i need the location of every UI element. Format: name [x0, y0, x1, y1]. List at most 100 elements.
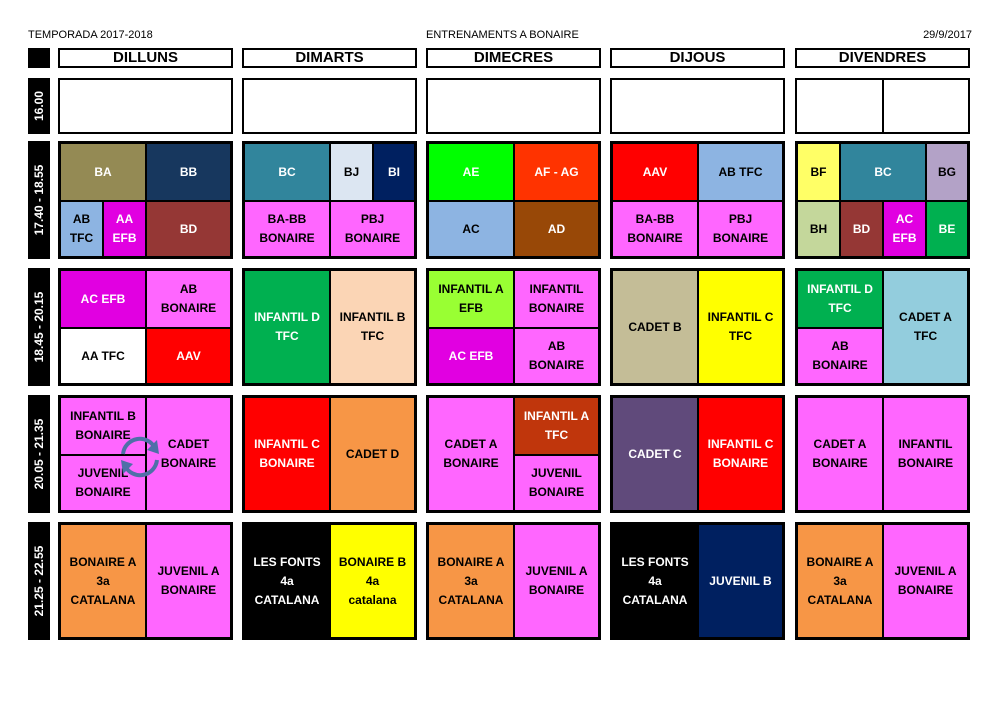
slot-2125-dijous: LES FONTS 4a CATALANA JUVENIL B [610, 522, 785, 640]
session-block: BONAIRE A 3a CATALANA [60, 524, 146, 638]
day-header-dijous: DIJOUS [610, 48, 785, 68]
time-slot-4: 21.25 - 22.55 [28, 522, 50, 640]
slot-divider [882, 80, 884, 132]
slot-1845-dijous: CADET B INFANTIL C TFC [610, 268, 785, 386]
slot-1740-dimarts: BC BJ BI BA-BB BONAIRE PBJ BONAIRE [242, 141, 417, 259]
session-block: INFANTIL A TFC [514, 397, 599, 455]
session-block: LES FONTS 4a CATALANA [244, 524, 330, 638]
header-corner [28, 48, 50, 68]
session-block: JUVENIL BONAIRE [514, 455, 599, 511]
session-block: AE [428, 143, 514, 201]
session-block: AB TFC [698, 143, 783, 201]
session-block: CADET C [612, 397, 698, 511]
session-block: BA-BB BONAIRE [612, 201, 698, 257]
session-block: BC [244, 143, 330, 201]
session-block: INFANTIL D TFC [797, 270, 883, 328]
session-block: PBJ BONAIRE [330, 201, 415, 257]
time-slot-label: 20.05 - 21.35 [32, 418, 46, 490]
session-block: BE [926, 201, 968, 257]
session-block: INFANTIL D TFC [244, 270, 330, 384]
slot-1740-divendres: BF BC BG BH BD AC EFB BE [795, 141, 970, 259]
session-block: INFANTIL C BONAIRE [244, 397, 330, 511]
slot-16-dilluns [58, 78, 233, 134]
day-header-dimecres: DIMECRES [426, 48, 601, 68]
session-block: JUVENIL A BONAIRE [514, 524, 599, 638]
day-header-dilluns: DILLUNS [58, 48, 233, 68]
session-block: JUVENIL A BONAIRE [883, 524, 968, 638]
session-block: CADET A BONAIRE [428, 397, 514, 511]
session-block: AA EFB [103, 201, 146, 257]
slot-2125-dilluns: BONAIRE A 3a CATALANA JUVENIL A BONAIRE [58, 522, 233, 640]
session-block: BONAIRE A 3a CATALANA [428, 524, 514, 638]
session-block: BONAIRE A 3a CATALANA [797, 524, 883, 638]
slot-2125-dimecres: BONAIRE A 3a CATALANA JUVENIL A BONAIRE [426, 522, 601, 640]
session-block: INFANTIL C BONAIRE [698, 397, 783, 511]
session-block: BC [840, 143, 926, 201]
session-block: BI [373, 143, 415, 201]
time-slot-2: 18.45 - 20.15 [28, 268, 50, 386]
session-block: AC [428, 201, 514, 257]
slot-1845-dilluns: AC EFB AB BONAIRE AA TFC AAV [58, 268, 233, 386]
session-block: INFANTIL B BONAIRE [60, 397, 146, 455]
session-block: AAV [612, 143, 698, 201]
session-block: AB BONAIRE [514, 328, 599, 384]
session-block: AAV [146, 328, 231, 384]
time-slot-label: 16.00 [32, 90, 46, 122]
document-date: 29/9/2017 [923, 29, 972, 41]
session-block: INFANTIL BONAIRE [514, 270, 599, 328]
session-block: AC EFB [428, 328, 514, 384]
slot-1740-dimecres: AE AF - AG AC AD [426, 141, 601, 259]
slot-1845-dimarts: INFANTIL D TFC INFANTIL B TFC [242, 268, 417, 386]
session-block: AB TFC [60, 201, 103, 257]
slot-1845-divendres: INFANTIL D TFC CADET A TFC AB BONAIRE [795, 268, 970, 386]
session-block: AB BONAIRE [146, 270, 231, 328]
session-block: CADET A TFC [883, 270, 968, 384]
document-title: ENTRENAMENTS A BONAIRE [426, 29, 579, 41]
session-block: BA [60, 143, 146, 201]
session-block: JUVENIL B [698, 524, 783, 638]
slot-16-dimecres [426, 78, 601, 134]
session-block: BA-BB BONAIRE [244, 201, 330, 257]
day-header-divendres: DIVENDRES [795, 48, 970, 68]
time-slot-label: 18.45 - 20.15 [32, 291, 46, 363]
slot-2125-divendres: BONAIRE A 3a CATALANA JUVENIL A BONAIRE [795, 522, 970, 640]
session-block: BG [926, 143, 968, 201]
slot-1740-dilluns: BA BB AB TFC AA EFB BD [58, 141, 233, 259]
time-slot-3: 20.05 - 21.35 [28, 395, 50, 513]
session-block: CADET A BONAIRE [797, 397, 883, 511]
session-block: BH [797, 201, 840, 257]
session-block: AD [514, 201, 599, 257]
slot-2005-dilluns: INFANTIL B BONAIRE CADET BONAIRE JUVENIL… [58, 395, 233, 513]
session-block: BD [840, 201, 883, 257]
slot-2005-dijous: CADET C INFANTIL C BONAIRE [610, 395, 785, 513]
day-header-dimarts: DIMARTS [242, 48, 417, 68]
session-block: BD [146, 201, 231, 257]
time-slot-1: 17.40 - 18.55 [28, 141, 50, 259]
session-block: BB [146, 143, 231, 201]
swap-arrows-icon [121, 436, 159, 478]
session-block: PBJ BONAIRE [698, 201, 783, 257]
slot-2005-divendres: CADET A BONAIRE INFANTIL BONAIRE [795, 395, 970, 513]
session-block: AB BONAIRE [797, 328, 883, 384]
slot-1740-dijous: AAV AB TFC BA-BB BONAIRE PBJ BONAIRE [610, 141, 785, 259]
session-block: JUVENIL A BONAIRE [146, 524, 231, 638]
session-block: AF - AG [514, 143, 599, 201]
slot-16-dijous [610, 78, 785, 134]
session-block: JUVENIL BONAIRE [60, 455, 146, 511]
session-block: AC EFB [883, 201, 926, 257]
session-block: INFANTIL A EFB [428, 270, 514, 328]
season-label: TEMPORADA 2017-2018 [28, 29, 153, 41]
time-slot-label: 17.40 - 18.55 [32, 164, 46, 236]
slot-2005-dimarts: INFANTIL C BONAIRE CADET D [242, 395, 417, 513]
slot-2125-dimarts: LES FONTS 4a CATALANA BONAIRE B 4a catal… [242, 522, 417, 640]
session-block: BONAIRE B 4a catalana [330, 524, 415, 638]
slot-1845-dimecres: INFANTIL A EFB INFANTIL BONAIRE AC EFB A… [426, 268, 601, 386]
slot-2005-dimecres: CADET A BONAIRE INFANTIL A TFC JUVENIL B… [426, 395, 601, 513]
slot-16-dimarts [242, 78, 417, 134]
session-block: BF [797, 143, 840, 201]
time-slot-0: 16.00 [28, 78, 50, 134]
session-block: AA TFC [60, 328, 146, 384]
session-block: CADET D [330, 397, 415, 511]
session-block: LES FONTS 4a CATALANA [612, 524, 698, 638]
session-block: CADET BONAIRE [146, 397, 231, 511]
